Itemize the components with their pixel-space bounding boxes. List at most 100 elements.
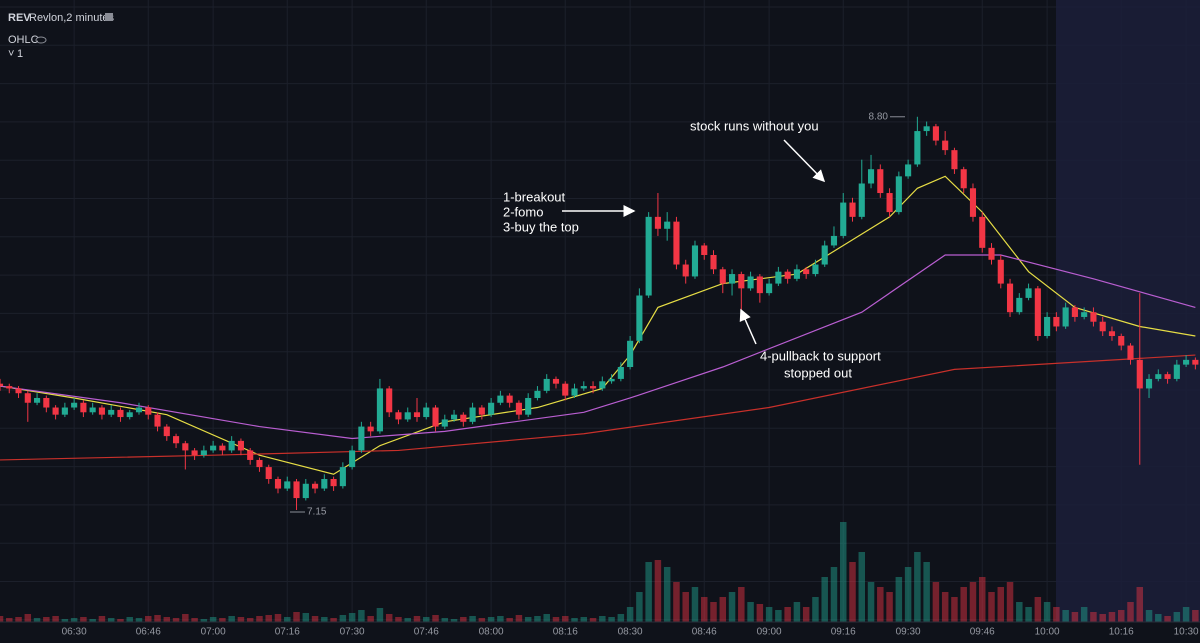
volume-bar bbox=[756, 604, 764, 622]
candle-body bbox=[191, 450, 198, 456]
volume-bar bbox=[1006, 582, 1014, 622]
volume-bar bbox=[302, 613, 310, 622]
volume-bar bbox=[821, 577, 828, 622]
volume-bar bbox=[830, 567, 838, 622]
volume-bar bbox=[432, 615, 439, 622]
candle-body bbox=[293, 481, 300, 499]
candle-body bbox=[942, 140, 949, 151]
candle-body bbox=[376, 388, 383, 432]
volume-bar bbox=[775, 610, 782, 622]
candle-body bbox=[515, 402, 522, 415]
volume-bar bbox=[423, 617, 430, 622]
candle-body bbox=[1044, 316, 1051, 337]
candle-body bbox=[914, 131, 921, 165]
candle-body bbox=[1155, 374, 1162, 379]
volume-bar bbox=[135, 618, 143, 622]
candle-body bbox=[821, 245, 828, 265]
volume-bar bbox=[1108, 612, 1116, 622]
candle-body bbox=[450, 414, 458, 420]
volume-bar bbox=[228, 616, 235, 622]
volume-bar bbox=[487, 617, 495, 622]
candle-body bbox=[478, 407, 485, 415]
volume-bar bbox=[209, 617, 217, 622]
volume-bar bbox=[1043, 602, 1051, 622]
candle-body bbox=[61, 407, 68, 415]
candle-body bbox=[608, 378, 615, 382]
candle-body bbox=[247, 450, 254, 460]
candle-body bbox=[349, 450, 356, 468]
candle-body bbox=[98, 407, 105, 415]
moving-average bbox=[0, 254, 1196, 440]
volume-bar bbox=[784, 607, 791, 622]
icon bbox=[105, 13, 113, 21]
volume-bar bbox=[701, 597, 708, 622]
volume-bar bbox=[932, 582, 940, 622]
candle-body bbox=[219, 445, 226, 451]
candle-body bbox=[756, 276, 763, 294]
volume-bar bbox=[469, 616, 476, 622]
volume-bar bbox=[80, 617, 87, 622]
x-tick-label: 10:30 bbox=[1174, 627, 1199, 638]
candle-body bbox=[654, 216, 661, 229]
candle-body bbox=[312, 483, 319, 489]
volume-bar bbox=[311, 616, 319, 622]
volume-bar bbox=[599, 616, 606, 622]
candle-body bbox=[265, 467, 272, 480]
x-tick-label: 07:16 bbox=[275, 627, 300, 638]
grid bbox=[0, 0, 1200, 622]
volume-bar bbox=[89, 619, 96, 622]
candle-body bbox=[321, 479, 328, 489]
candle-body bbox=[988, 247, 995, 260]
volume-bar bbox=[988, 592, 995, 622]
candle-body bbox=[1183, 359, 1190, 365]
volume-bar bbox=[1062, 610, 1069, 622]
candle-body bbox=[386, 388, 393, 413]
candle-body bbox=[469, 407, 476, 422]
candle-body bbox=[34, 397, 41, 403]
candle-body bbox=[117, 409, 124, 418]
annotation: 2-fomo bbox=[503, 204, 543, 219]
volume-bar bbox=[543, 614, 550, 622]
volume-bar bbox=[840, 522, 847, 622]
volume-bar bbox=[1155, 614, 1162, 622]
candle-body bbox=[1127, 345, 1134, 360]
volume-bar bbox=[237, 617, 245, 622]
candle-body bbox=[747, 276, 754, 289]
candle-body bbox=[803, 269, 810, 275]
candle-body bbox=[886, 193, 893, 213]
annotation: stock runs without you bbox=[690, 118, 819, 133]
candle-body bbox=[182, 443, 189, 451]
volume-bar bbox=[200, 619, 208, 622]
candle-body bbox=[126, 412, 133, 418]
candle-body bbox=[951, 150, 958, 170]
annotation: 4-pullback to support bbox=[760, 348, 881, 363]
volume-bar bbox=[812, 597, 819, 622]
volume-bar bbox=[33, 618, 41, 622]
volume-bar bbox=[534, 616, 541, 622]
volume-bar bbox=[154, 615, 161, 622]
volume-bar bbox=[1164, 616, 1171, 622]
volume-bar bbox=[1136, 587, 1144, 622]
volume-bar bbox=[867, 582, 875, 622]
candle-body bbox=[766, 283, 773, 294]
candle-body bbox=[210, 445, 217, 451]
volume-bar bbox=[478, 618, 486, 622]
candle-body bbox=[645, 216, 652, 296]
volume-bar bbox=[358, 610, 365, 622]
volume-bar bbox=[747, 602, 754, 622]
candle-body bbox=[441, 419, 448, 427]
candle-body bbox=[488, 402, 495, 415]
candle-body bbox=[395, 412, 402, 420]
symbol: REV bbox=[8, 12, 31, 24]
annotation: 3-buy the top bbox=[503, 219, 579, 234]
candle-body bbox=[1164, 374, 1171, 379]
candle-body bbox=[543, 378, 550, 391]
candle-body bbox=[701, 245, 708, 255]
volume-bar bbox=[330, 618, 337, 622]
volume-bar bbox=[145, 616, 152, 622]
candle-body bbox=[784, 271, 791, 279]
x-tick-label: 06:30 bbox=[62, 627, 87, 638]
candle-body bbox=[1099, 321, 1106, 332]
arrow bbox=[783, 139, 826, 183]
